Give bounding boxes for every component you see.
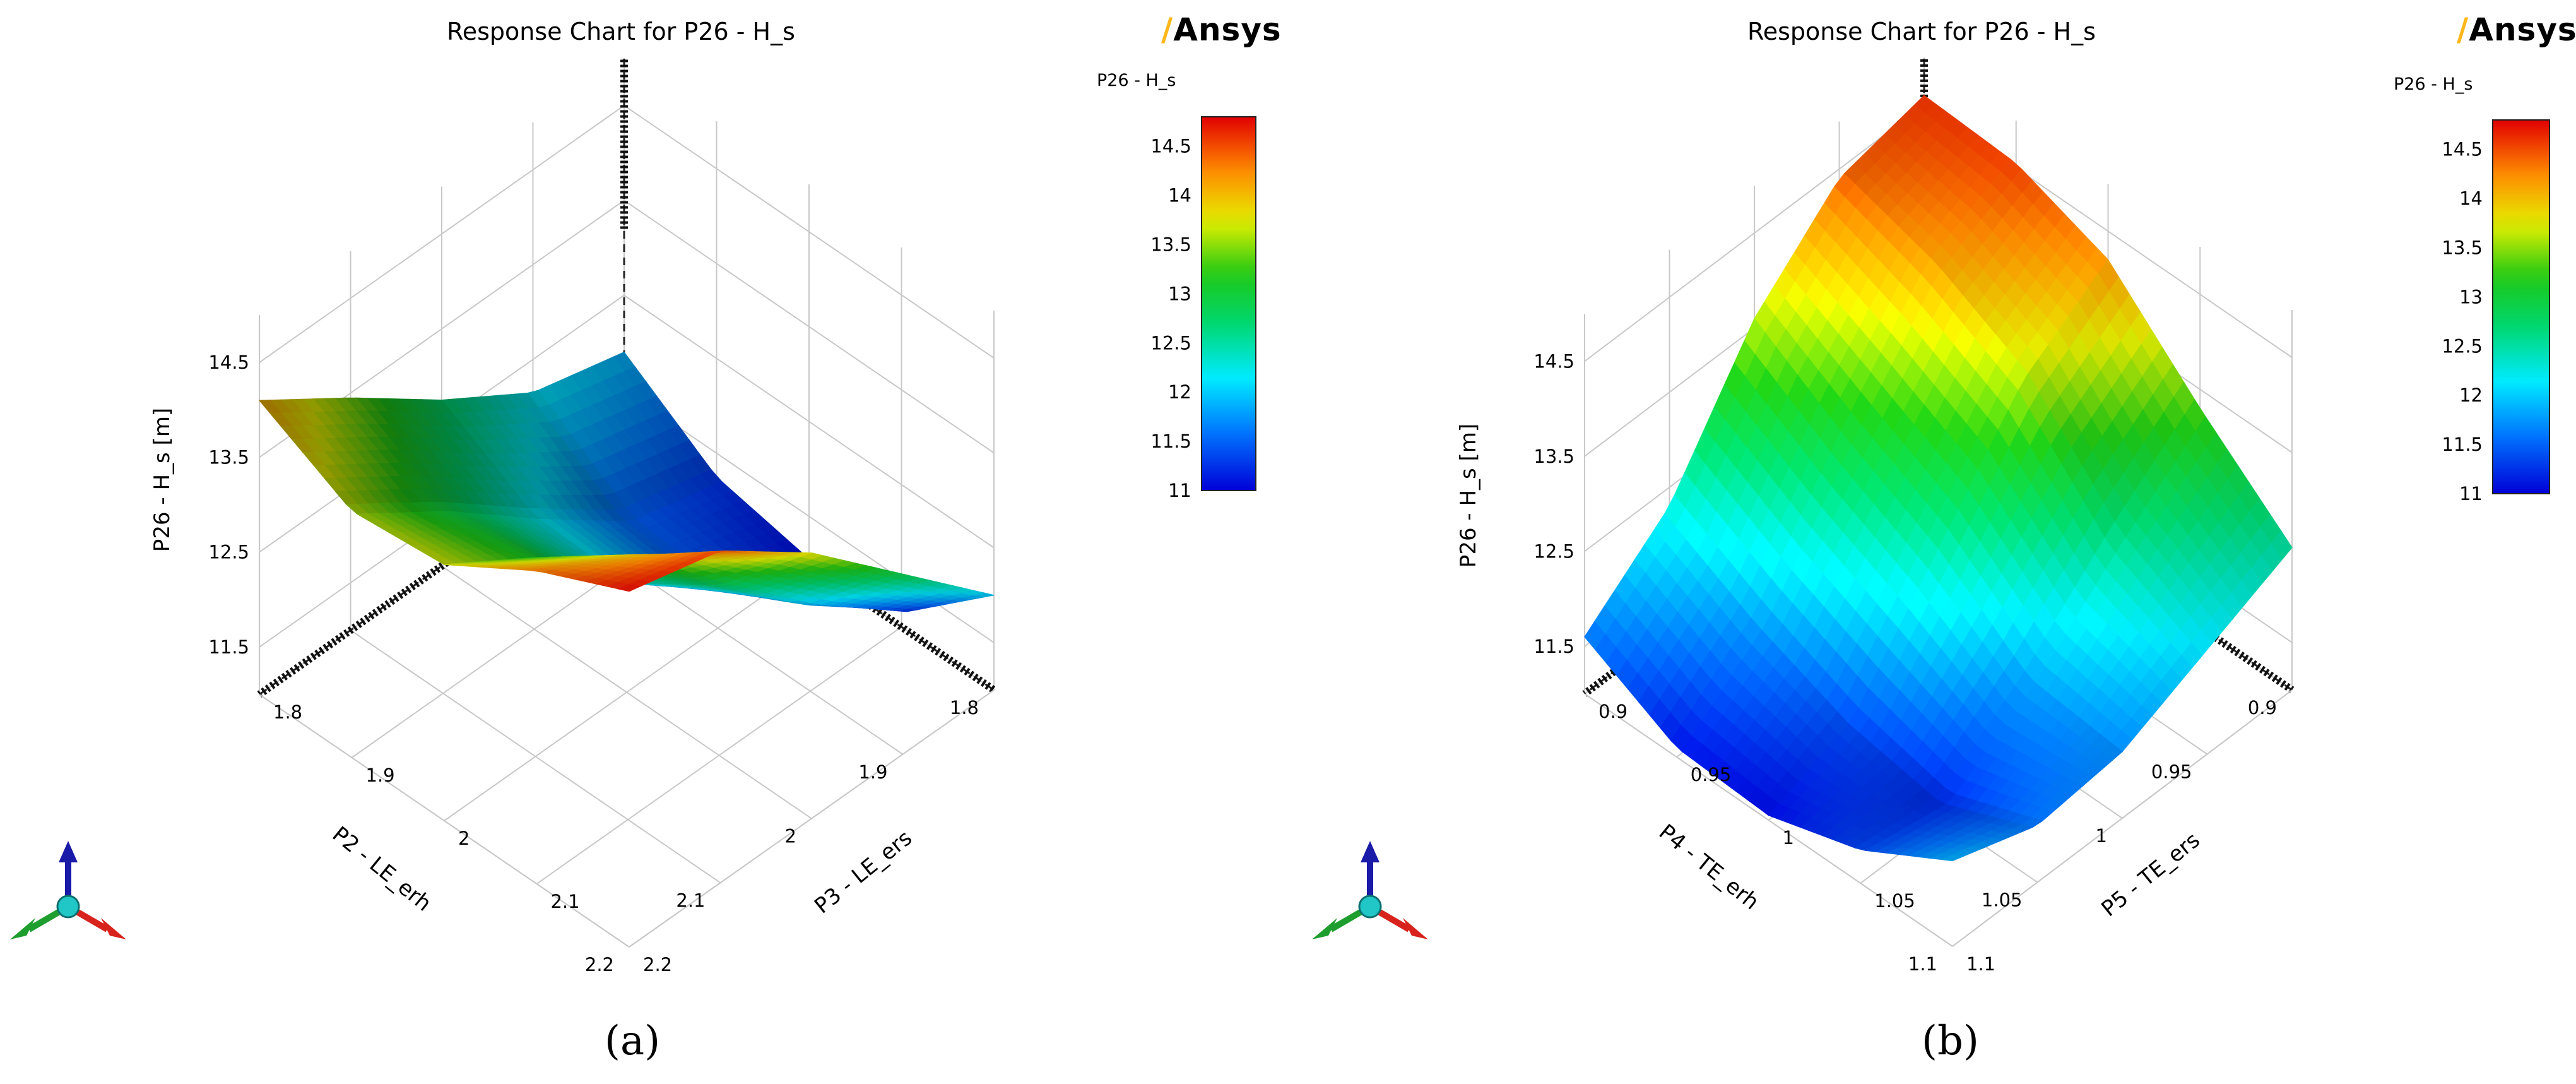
colorbar-tick-label: 12 (1168, 381, 1191, 403)
axes-front (259, 689, 995, 948)
gridline (536, 626, 902, 884)
z-tick-label: 13.5 (208, 446, 249, 468)
orientation-triad-icon (1312, 841, 1428, 939)
x-axis-title: P4 - TE_erh (1654, 819, 1764, 915)
chart-panel-a: 1.8 1.9 2 2.1 2.2 1.8 1.9 2 2.1 2.2 11.5 12.5 13.5 14… (10, 11, 1282, 1064)
x-tick-label: 0.9 (2248, 697, 2277, 718)
x-tick-label: 1.9 (858, 761, 887, 783)
y-tick-label: 0.95 (1691, 764, 1732, 785)
z-tick-label: 12.5 (208, 542, 249, 563)
colorbar-tick-label: 13 (1168, 283, 1191, 304)
ansys-logo-chevron-icon: / (2457, 11, 2469, 48)
x-tick-label: 1.05 (1982, 890, 2023, 911)
z-axis-title: P26 - H_s [m] (150, 408, 175, 552)
response-surface (1584, 95, 2293, 862)
ansys-logo: /Ansys (2457, 11, 2576, 48)
axis-edge (1923, 436, 2293, 691)
y-tick-label: 1.1 (1966, 953, 1995, 975)
surface-patch (1940, 854, 1964, 862)
colorbar-tick-label: 14.5 (2442, 139, 2483, 160)
y-tick-label: 2.2 (643, 954, 672, 975)
chart-plot-a: 1.81.922.12.21.81.922.12.211.512.513.514… (10, 58, 1256, 975)
x-tick-label: 1.1 (1908, 953, 1937, 975)
gridline (444, 563, 810, 821)
colorbar-tick-label: 11 (2459, 483, 2483, 504)
x-tick-label: 2.1 (676, 890, 705, 911)
axes-front (1584, 689, 2293, 947)
y-axis-title: P5 - TE_ers (2096, 828, 2204, 922)
colorbar-tick-label: 12 (2459, 384, 2483, 406)
x-tick-label: 2.2 (585, 954, 614, 975)
y-axis-title: P3 - LE_ers (810, 825, 917, 919)
chart-title: Response Chart for P26 - H_s (1747, 18, 2096, 45)
colorbar: 14.5 14 13.5 13 12.5 12 11.5 11 (1150, 116, 1256, 501)
gridline (623, 200, 995, 454)
gridline (350, 629, 721, 884)
y-tick-label: 0.9 (1598, 701, 1628, 722)
colorbar-tick-label: 13.5 (2442, 237, 2483, 259)
x-tick-label: 0.95 (2151, 761, 2192, 783)
y-tick-label: 1.05 (1874, 890, 1915, 912)
gridline (623, 294, 995, 549)
y-tick-label: 1.9 (366, 765, 395, 786)
colorbar-tick-label: 12.5 (2442, 335, 2483, 357)
x-axis-title: P2 - LE_erh (328, 821, 436, 916)
panel-label: (b) (1922, 1018, 1979, 1064)
gridline (1584, 104, 1925, 362)
tick-labels: 0.9 0.95 1 1.05 1.1 0.9 0.95 1 1.05 1.1 11.5 12.5 13… (1533, 350, 2277, 975)
ansys-logo-text: Ansys (2469, 11, 2576, 48)
x-tick-label: 1 (2096, 825, 2107, 847)
colorbar-tick-label: 11.5 (2442, 434, 2483, 455)
z-tick-label: 13.5 (1533, 446, 1575, 467)
colorbar-tick-label: 11 (1168, 480, 1191, 501)
axis-edge (259, 436, 625, 696)
colorbar-tick-label: 11.5 (1150, 431, 1191, 452)
chart-plot-b: 0.9 0.95 1 1.05 1.1 0.9 0.95 1 1.05 1.1 11.5 12.5 13… (1312, 57, 2550, 975)
z-axis-title: P26 - H_s [m] (1456, 424, 1481, 568)
orientation-triad-icon (10, 841, 126, 939)
gridline (259, 105, 625, 363)
colorbar-tick-label: 13.5 (1150, 234, 1191, 256)
response-surface (258, 352, 995, 612)
gridline (623, 105, 995, 359)
x-tick-label: 2 (785, 826, 796, 847)
colorbar: 14.5 14 13.5 13 12.5 12 11.5 11 (2442, 119, 2550, 504)
axis-arm (257, 434, 627, 698)
chart-panel-b: 0.9 0.95 1 1.05 1.1 0.9 0.95 1 1.05 1.1 11.5 12.5 13… (1288, 0, 2576, 1084)
colorbar-tick-label: 14 (1168, 185, 1191, 206)
z-tick-label: 14.5 (1533, 350, 1575, 372)
colorbar-tick-label: 12.5 (1150, 332, 1191, 354)
surface-patch (617, 584, 641, 592)
colorbar-tick-label: 13 (2459, 286, 2483, 307)
y-tick-label: 1.8 (273, 701, 302, 723)
colorbar-tick-label: 14.5 (1150, 136, 1191, 157)
x-tick-label: 1.8 (950, 697, 979, 718)
colorbar-title: P26 - H_s (1097, 71, 1176, 90)
ansys-logo-text: Ansys (1173, 11, 1282, 48)
axis-edge (623, 436, 995, 691)
y-tick-label: 2 (458, 828, 470, 849)
z-tick-label: 14.5 (208, 352, 249, 373)
z-tick-label: 11.5 (1533, 636, 1575, 657)
y-tick-label: 1 (1783, 827, 1794, 849)
z-tick-label: 11.5 (208, 636, 249, 658)
colorbar-gradient (1201, 116, 1256, 491)
tick-labels: 1.8 1.9 2 2.1 2.2 1.8 1.9 2 2.1 2.2 11.5 12.5 13.5 14… (208, 352, 979, 975)
colorbar-tick-label: 14 (2459, 188, 2483, 210)
ansys-logo: /Ansys (1161, 11, 1282, 48)
colorbar-gradient (2492, 119, 2550, 494)
ansys-logo-chevron-icon: / (1161, 11, 1174, 48)
chart-title: Response Chart for P26 - H_s (447, 18, 795, 45)
panel-label: (a) (605, 1018, 661, 1064)
colorbar-title: P26 - H_s (2394, 74, 2473, 94)
y-tick-label: 2.1 (551, 891, 580, 912)
z-tick-label: 12.5 (1533, 540, 1575, 562)
